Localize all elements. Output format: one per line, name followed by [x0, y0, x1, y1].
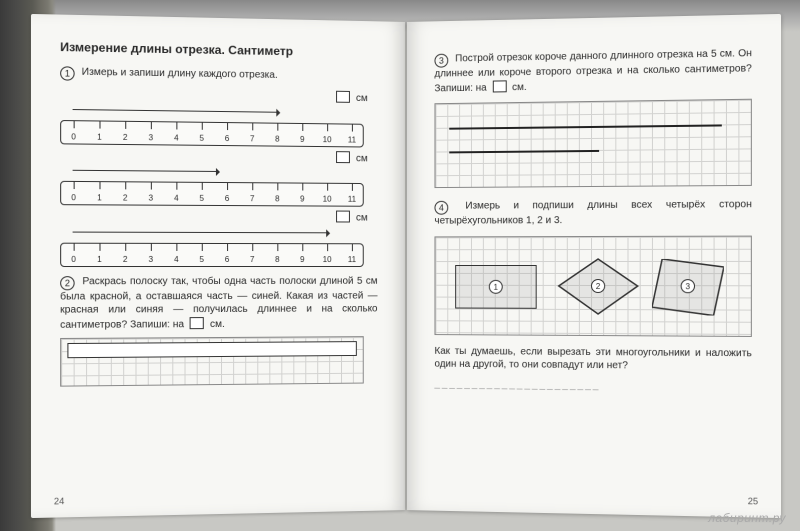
answer-line[interactable]: ______________________ [434, 377, 751, 394]
task-number-4: 4 [434, 201, 448, 215]
page-title: Измерение длины отрезка. Сантиметр [60, 39, 377, 61]
answer-box-2[interactable] [190, 317, 204, 329]
task-number-1: 1 [60, 66, 75, 80]
task-2: 2 Раскрась полоску так, чтобы одна часть… [60, 275, 377, 333]
page-number-right: 25 [748, 495, 758, 508]
ruler-block: см01234567891011 см01234567891011 см0123… [60, 87, 377, 267]
ruler-2: 01234567891011 [60, 242, 364, 266]
task-number-3: 3 [434, 54, 448, 68]
task-1-text: Измерь и запиши длину каждого отрезка. [82, 67, 278, 81]
task-3: 3 Построй отрезок короче данного длинног… [434, 47, 751, 95]
answer-box-3[interactable] [492, 80, 506, 92]
task-3-tail: см. [509, 82, 526, 93]
cm-label-1: см [60, 148, 368, 165]
segment-grid[interactable] [434, 99, 751, 188]
color-strip[interactable] [60, 336, 364, 387]
shape-3-label: 3 [681, 279, 695, 293]
measure-arrow-0 [60, 103, 377, 117]
shape-2-label: 2 [591, 279, 605, 293]
task-1: 1 Измерь и запиши длину каждого отрезка. [60, 65, 377, 85]
watermark: лабиринт.ру [708, 511, 786, 525]
strip-bar [67, 341, 356, 358]
task-4: 4 Измерь и подпиши длины всех четырёх ст… [434, 198, 751, 228]
task-2-tail: см. [207, 319, 225, 330]
measure-arrow-1 [60, 165, 377, 178]
task-number-2: 2 [60, 276, 75, 290]
ruler-0: 01234567891011 [60, 120, 364, 147]
page-right: 3 Построй отрезок короче данного длинног… [407, 14, 781, 518]
measure-arrow-2 [60, 226, 377, 237]
cm-label-0: см [60, 87, 368, 106]
page-left: Измерение длины отрезка. Сантиметр 1 Изм… [31, 14, 405, 518]
ruler-1: 01234567891011 [60, 181, 364, 207]
task-3-text: Построй отрезок короче данного длинного … [434, 48, 751, 94]
page-number-left: 24 [54, 495, 64, 508]
segment-short [449, 150, 599, 153]
shape-1-label: 1 [489, 279, 503, 293]
task-4-text: Измерь и подпиши длины всех четырёх стор… [434, 199, 751, 226]
question-text: Как ты думаешь, если вырезать эти многоу… [434, 344, 751, 374]
cm-label-2: см [60, 209, 368, 225]
shapes-grid[interactable]: 1 2 3 [434, 235, 751, 336]
segment-long [449, 124, 722, 129]
